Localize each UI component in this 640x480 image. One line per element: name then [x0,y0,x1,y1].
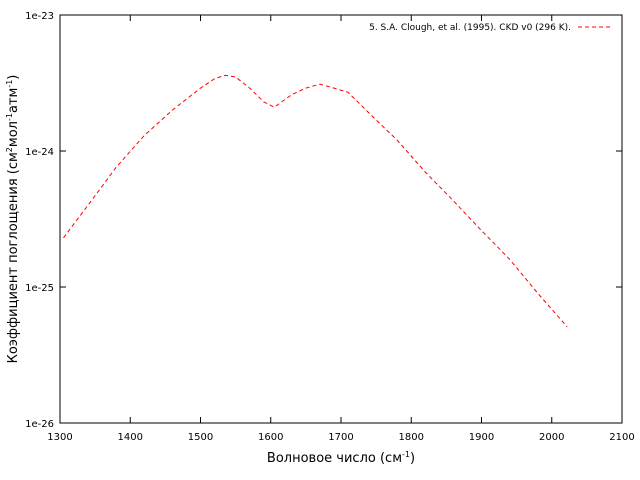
y-tick-label: 1e-24 [25,147,54,158]
y-tick-label: 1e-26 [25,419,54,430]
x-axis-label: Волновое число (см-1) [267,450,415,466]
legend-label: 5. S.A. Clough, et al. (1995). CKD v0 (2… [369,23,571,33]
x-tick-label: 2100 [609,432,634,443]
y-tick-label: 1e-23 [25,11,54,22]
x-tick-label: 1400 [118,432,143,443]
x-tick-label: 1500 [188,432,213,443]
x-axis: 1300 1400 1500 1600 1700 1800 1900 2000 2100 [47,15,635,443]
y-axis: 1e-26 1e-25 1e-24 1e-23 [25,11,622,430]
x-tick-label: 1600 [258,432,283,443]
plot-frame [59,14,623,424]
x-tick-label: 1700 [328,432,353,443]
legend: 5. S.A. Clough, et al. (1995). CKD v0 (2… [369,23,612,33]
series-layer [63,74,568,328]
y-tick-label: 1e-25 [25,283,54,294]
x-tick-label: 1900 [469,432,494,443]
x-tick-label: 2000 [539,432,564,443]
x-tick-label: 1300 [47,432,72,443]
y-axis-label: Коэффициент поглощения (см2мол-1атм-1) [5,75,21,364]
series-line [63,74,568,328]
x-tick-label: 1800 [399,432,424,443]
